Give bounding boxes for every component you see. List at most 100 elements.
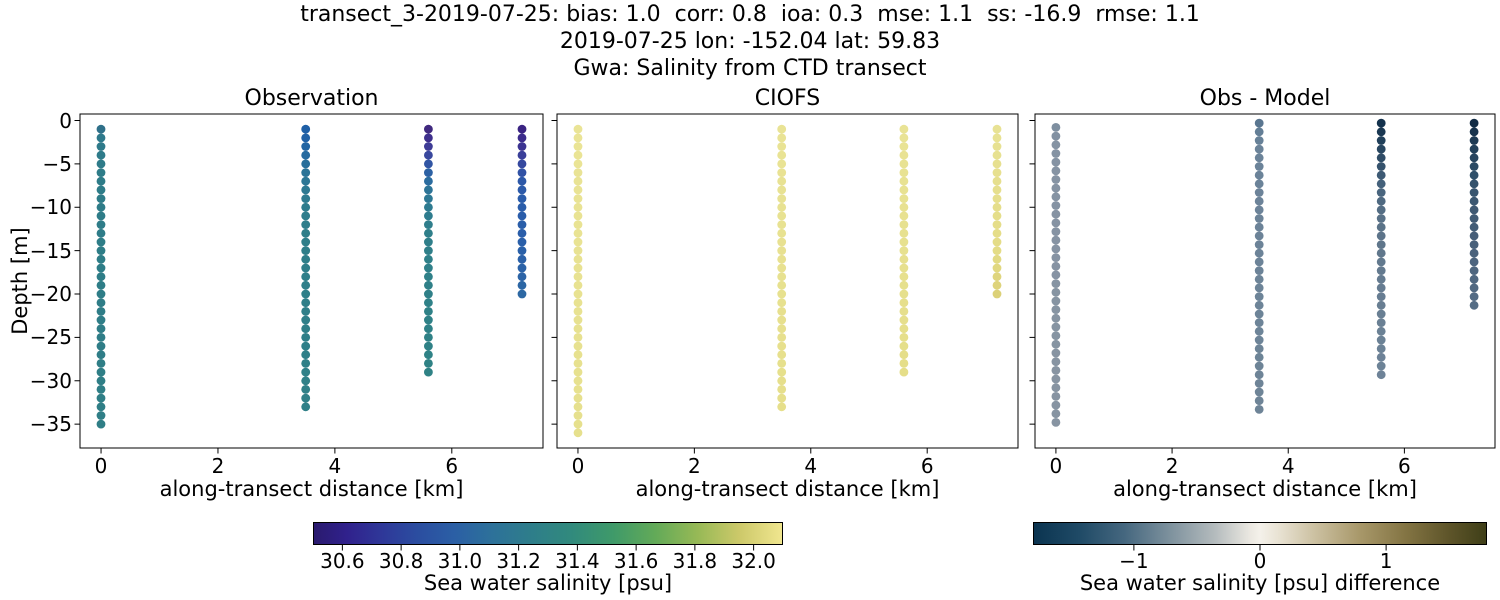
- scatter-point: [899, 176, 909, 186]
- scatter-point: [899, 142, 909, 151]
- scatter-point: [517, 211, 527, 221]
- scatter-point: [1051, 175, 1061, 184]
- scatter-point: [1469, 300, 1479, 310]
- scatter-point: [899, 124, 909, 134]
- x-tick-label: 4: [1281, 454, 1295, 478]
- scatter-point: [992, 263, 1002, 273]
- scatter-point: [301, 220, 311, 230]
- scatter-point: [777, 324, 787, 334]
- scatter-point: [1376, 214, 1386, 223]
- scatter-point: [517, 202, 527, 212]
- scatter-point: [992, 150, 1002, 160]
- ciofs-panel: [551, 113, 1019, 454]
- scatter-point: [1376, 222, 1386, 232]
- scatter-point: [777, 263, 787, 273]
- scatter-point: [1051, 366, 1061, 375]
- scatter-point: [1376, 370, 1386, 380]
- scatter-point: [301, 350, 311, 360]
- scatter-point: [96, 393, 106, 403]
- y-tick-label: −10: [29, 195, 72, 220]
- scatter-point: [899, 159, 909, 169]
- scatter-point: [573, 246, 583, 256]
- scatter-point: [1376, 274, 1386, 284]
- scatter-point: [424, 150, 433, 160]
- scatter-point: [517, 185, 527, 195]
- scatter-point: [1469, 231, 1479, 241]
- scatter-point: [517, 142, 527, 151]
- profile-column: [424, 124, 433, 377]
- scatter-point: [992, 289, 1002, 299]
- scatter-point: [1469, 153, 1479, 163]
- scatter-point: [96, 341, 106, 351]
- profile-column: [777, 124, 787, 412]
- scatter-point: [777, 176, 787, 186]
- scatter-point: [96, 298, 106, 308]
- scatter-point: [301, 228, 311, 238]
- scatter-point: [1469, 222, 1479, 232]
- scatter-point: [573, 176, 583, 186]
- scatter-point: [573, 385, 583, 394]
- scatter-point: [96, 133, 106, 143]
- scatter-point: [96, 402, 106, 412]
- scatter-point: [1254, 352, 1264, 362]
- scatter-point: [1254, 162, 1264, 171]
- figure-title-stats: transect_3-2019-07-25: bias: 1.0 corr: 0…: [300, 2, 1200, 27]
- scatter-point: [1469, 162, 1479, 171]
- scatter-point: [1051, 305, 1061, 314]
- scatter-point: [1469, 196, 1479, 206]
- scatter-point: [424, 289, 433, 299]
- scatter-point: [573, 168, 583, 178]
- scatter-point: [1254, 214, 1264, 223]
- scatter-point: [1254, 205, 1264, 215]
- x-tick-label: 0: [571, 454, 585, 478]
- scatter-point: [301, 280, 311, 290]
- scatter-point: [96, 350, 106, 360]
- x-tick-label: 4: [328, 454, 342, 478]
- scatter-point: [1376, 118, 1386, 128]
- scatter-point: [301, 176, 311, 186]
- scatter-point: [96, 194, 106, 204]
- scatter-point: [96, 280, 106, 290]
- scatter-point: [1051, 244, 1061, 254]
- profile-column: [1051, 123, 1061, 427]
- scatter-point: [1254, 118, 1264, 128]
- scatter-point: [301, 159, 311, 169]
- scatter-point: [899, 185, 909, 195]
- scatter-point: [301, 289, 311, 299]
- scatter-point: [777, 159, 787, 169]
- scatter-point: [777, 228, 787, 238]
- scatter-point: [573, 359, 583, 368]
- scatter-point: [1254, 240, 1264, 250]
- scatter-point: [424, 159, 433, 169]
- scatter-point: [96, 307, 106, 316]
- scatter-point: [899, 272, 909, 282]
- scatter-point: [424, 246, 433, 256]
- y-tick-label: −15: [29, 238, 72, 263]
- profile-column: [301, 124, 311, 412]
- scatter-point: [424, 315, 433, 325]
- scatter-point: [899, 220, 909, 230]
- figure-title-date-location: 2019-07-25 lon: -152.04 lat: 59.83: [559, 29, 941, 54]
- scatter-point: [1051, 183, 1061, 193]
- scatter-point: [1051, 253, 1061, 262]
- scatter-point: [96, 202, 106, 212]
- profile-column: [96, 124, 106, 429]
- scatter-point: [777, 246, 787, 256]
- colorbar-tick-label: 31.4: [555, 549, 600, 573]
- scatter-point: [424, 168, 433, 178]
- scatter-point: [301, 202, 311, 212]
- scatter-point: [777, 385, 787, 394]
- scatter-point: [899, 211, 909, 221]
- scatter-point: [424, 124, 433, 134]
- scatter-point: [1051, 357, 1061, 367]
- scatter-point: [1254, 222, 1264, 232]
- scatter-point: [573, 333, 583, 342]
- scatter-point: [1469, 257, 1479, 267]
- x-tick-label: 6: [445, 454, 459, 478]
- scatter-point: [1051, 287, 1061, 297]
- scatter-point: [1376, 352, 1386, 362]
- scatter-point: [1051, 400, 1061, 410]
- scatter-point: [424, 324, 433, 334]
- salinity-colorbar-label: Sea water salinity [psu]: [423, 571, 673, 595]
- scatter-point: [301, 315, 311, 325]
